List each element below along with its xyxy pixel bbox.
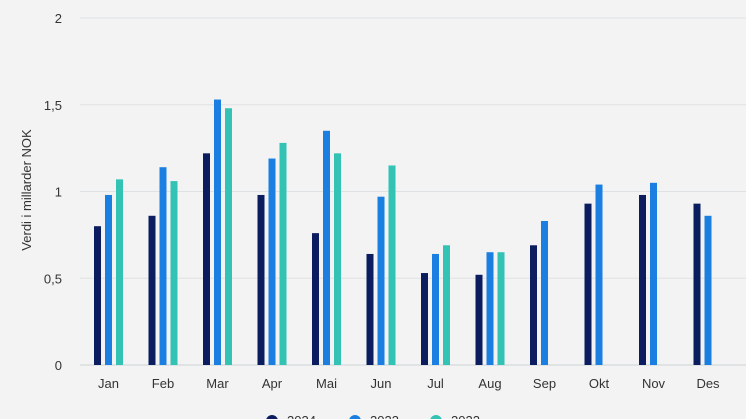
bar — [257, 194, 265, 365]
x-tick-label: Aug — [478, 376, 501, 391]
bar — [497, 252, 505, 365]
x-tick-label: Sep — [533, 376, 556, 391]
bar — [639, 194, 646, 365]
bar — [312, 233, 319, 365]
bar — [334, 153, 341, 365]
y-tick-label: 0 — [55, 358, 62, 373]
legend-label: 2024 — [287, 413, 316, 419]
x-tick-label: Okt — [589, 376, 610, 391]
legend-marker — [430, 415, 442, 419]
bar — [432, 253, 439, 365]
y-axis-label: Verdi i millarder NOK — [19, 129, 34, 251]
y-axis-ticks: 0 0,5 1 1,5 2 — [44, 11, 62, 373]
bar — [475, 274, 483, 365]
bar — [268, 158, 276, 365]
y-tick-label: 2 — [55, 11, 62, 26]
bar — [279, 142, 287, 365]
x-tick-label: Des — [696, 376, 720, 391]
bar — [486, 252, 494, 365]
legend-marker — [349, 415, 361, 419]
bar — [203, 153, 210, 365]
bar — [530, 245, 537, 365]
bar — [148, 215, 156, 365]
bar — [170, 181, 178, 365]
bar — [704, 215, 712, 365]
bar — [650, 182, 657, 365]
bar — [595, 184, 603, 365]
bars — [94, 99, 712, 366]
legend: 2024 2023 2022 — [266, 413, 480, 419]
bar — [94, 226, 101, 365]
x-tick-label: Mai — [316, 376, 337, 391]
bar — [377, 196, 385, 365]
bar — [105, 194, 112, 365]
bar — [693, 203, 701, 365]
x-tick-label: Jun — [371, 376, 392, 391]
x-tick-label: Nov — [642, 376, 666, 391]
x-axis-ticks: Jan Feb Mar Apr Mai Jun Jul Aug Sep Okt Nov Des — [98, 376, 720, 391]
y-tick-label: 0,5 — [44, 271, 62, 286]
bar — [421, 273, 428, 365]
x-tick-label: Jan — [98, 376, 119, 391]
x-tick-label: Apr — [262, 376, 283, 391]
gridlines — [80, 17, 746, 366]
bar — [159, 167, 167, 365]
x-tick-label: Mar — [206, 376, 229, 391]
bar — [366, 253, 374, 365]
x-tick-label: Jul — [427, 376, 444, 391]
bar — [323, 130, 330, 365]
bar — [225, 108, 232, 365]
bar — [214, 99, 221, 366]
bar — [541, 220, 548, 365]
bar — [116, 179, 123, 365]
bar — [443, 245, 450, 365]
bar — [388, 165, 396, 365]
legend-marker — [266, 415, 278, 419]
bar — [584, 203, 592, 365]
x-tick-label: Feb — [152, 376, 174, 391]
legend-label: 2023 — [370, 413, 399, 419]
y-tick-label: 1,5 — [44, 98, 62, 113]
legend-label: 2022 — [451, 413, 480, 419]
y-tick-label: 1 — [55, 185, 62, 200]
